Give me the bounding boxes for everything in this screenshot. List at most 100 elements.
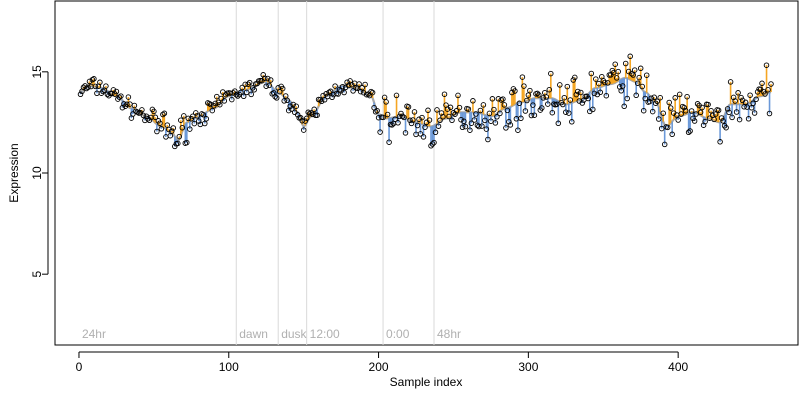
x-tick-label: 300 — [518, 360, 538, 374]
data-point — [332, 83, 338, 89]
data-point — [422, 124, 428, 130]
data-point — [350, 88, 356, 94]
data-point — [612, 61, 618, 67]
data-point — [329, 94, 335, 101]
data-point — [284, 97, 290, 104]
data-point — [548, 70, 554, 77]
data-point — [655, 116, 662, 122]
data-point — [633, 92, 639, 99]
data-point — [624, 95, 630, 102]
data-point — [539, 105, 545, 111]
data-point — [386, 139, 392, 145]
data-point — [384, 111, 391, 118]
data-point — [157, 120, 163, 126]
data-point — [323, 91, 329, 97]
data-point — [461, 118, 467, 125]
data-point — [726, 109, 732, 116]
phase-lines — [235, 1, 435, 345]
data-point — [178, 117, 184, 123]
data-point — [441, 91, 448, 97]
data-point — [425, 107, 431, 114]
y-tick-label: 5 — [30, 271, 44, 278]
data-point — [622, 60, 629, 67]
data-point — [446, 113, 452, 120]
data-point — [664, 124, 671, 131]
data-point — [485, 136, 491, 143]
data-point — [408, 120, 415, 127]
data-point — [687, 128, 693, 134]
data-point — [140, 112, 147, 119]
data-point — [401, 114, 407, 121]
data-point — [549, 109, 556, 116]
data-point — [327, 88, 334, 95]
data-point — [488, 118, 494, 124]
data-point — [545, 101, 551, 107]
data-point — [536, 92, 542, 98]
data-point — [113, 88, 120, 95]
data-point — [266, 82, 272, 89]
y-tick-label: 15 — [30, 65, 44, 79]
data-point — [530, 102, 536, 108]
data-point — [491, 106, 497, 113]
data-point — [736, 116, 743, 123]
y-axis: 5 10 15 — [30, 65, 49, 278]
data-point — [85, 84, 91, 91]
data-point — [751, 110, 758, 116]
data-point — [91, 76, 97, 82]
x-axis-title: Sample index — [390, 375, 463, 389]
data-point — [561, 94, 568, 101]
data-point — [92, 83, 99, 90]
data-point — [747, 92, 753, 98]
data-point — [125, 94, 132, 100]
data-point — [217, 101, 223, 108]
data-point — [416, 116, 422, 123]
data-point — [221, 98, 228, 104]
data-point — [118, 93, 124, 99]
data-point — [593, 76, 599, 82]
data-point — [569, 119, 575, 125]
data-point — [688, 108, 695, 114]
data-point — [661, 141, 668, 148]
data-point — [160, 111, 166, 118]
data-point — [477, 107, 484, 114]
data-point — [717, 139, 723, 145]
data-point — [77, 91, 84, 98]
data-point — [392, 116, 398, 123]
data-point — [267, 77, 274, 83]
data-point — [732, 98, 738, 104]
data-point — [176, 133, 183, 140]
phase-label: dawn — [239, 327, 268, 341]
data-point — [273, 95, 280, 101]
data-point — [766, 110, 773, 117]
data-point — [411, 109, 418, 115]
data-point — [293, 103, 299, 109]
data-point — [500, 96, 506, 102]
data-point — [100, 88, 106, 95]
data-point — [447, 104, 454, 111]
data-point — [452, 111, 458, 117]
data-point — [393, 92, 400, 99]
data-point — [264, 75, 271, 82]
phase-label: 48hr — [437, 327, 461, 341]
data-point — [672, 95, 678, 101]
data-point — [369, 89, 376, 96]
data-point — [634, 80, 641, 86]
data-point — [504, 107, 511, 114]
data-point — [184, 139, 190, 146]
data-point — [597, 89, 604, 96]
data-point — [434, 107, 440, 113]
data-point — [528, 112, 535, 119]
data-point — [654, 98, 660, 105]
data-point — [534, 90, 541, 97]
data-point — [362, 81, 368, 88]
data-point — [251, 87, 257, 93]
data-point — [660, 110, 666, 116]
data-point — [260, 72, 266, 78]
data-point — [473, 111, 479, 117]
data-point — [507, 122, 514, 128]
data-point — [522, 108, 529, 114]
x-axis: 0 100 200 300 400 — [76, 351, 688, 374]
x-tick-label: 400 — [668, 360, 688, 374]
phase-label: 24hr — [82, 327, 106, 341]
data-point — [398, 110, 404, 117]
